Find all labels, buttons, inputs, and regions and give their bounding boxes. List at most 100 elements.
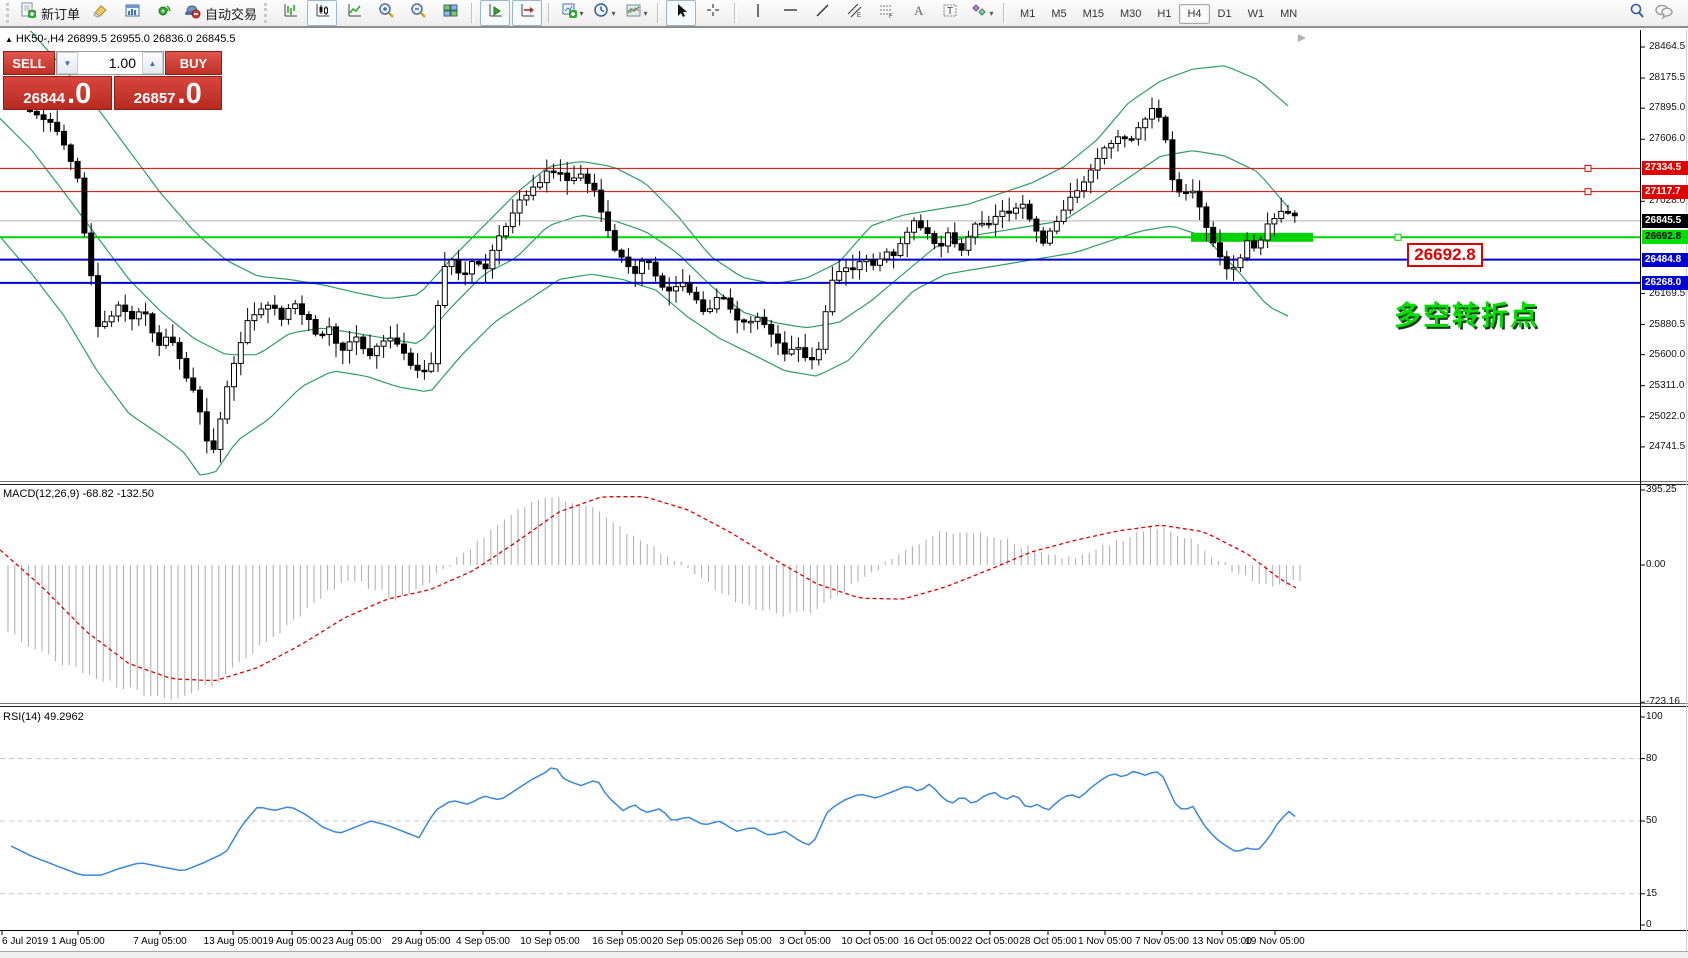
fibonacci-icon: F — [878, 2, 895, 24]
new-order-button[interactable]: 新订单 — [17, 0, 83, 26]
candle-body — [367, 348, 373, 357]
timeframe-button-M1[interactable]: M1 — [1020, 8, 1036, 20]
buy-price-display[interactable]: 26857 .0 — [113, 76, 222, 111]
time-axis-label: 1 Aug 05:00 — [51, 936, 105, 947]
new-chart-button[interactable]: ▾ — [557, 0, 587, 26]
candle-body — [231, 362, 237, 388]
candle-body — [523, 194, 530, 201]
zoom-out-button[interactable] — [403, 0, 433, 26]
candle-body — [931, 233, 938, 244]
cursor-tool-button[interactable] — [666, 0, 697, 26]
chart-window-button[interactable] — [117, 0, 147, 26]
timeframe-button-M15[interactable]: M15 — [1082, 8, 1104, 20]
candle-body — [489, 249, 496, 270]
macd-pane[interactable] — [0, 496, 1301, 700]
text-label-tool-button[interactable]: T — [935, 0, 965, 26]
crosshair-tool-button[interactable] — [698, 0, 728, 26]
candle-body — [469, 261, 475, 275]
community-chat-icon[interactable] — [1654, 2, 1674, 25]
search-icon[interactable] — [1628, 2, 1646, 25]
auto-trading-button[interactable]: 自动交易 — [181, 0, 260, 26]
trendline-icon — [814, 2, 831, 24]
candle-body — [741, 319, 747, 323]
equidistant-channel-tool-button[interactable]: E — [839, 0, 869, 26]
chart-shift-button[interactable] — [512, 0, 543, 26]
buy-button[interactable]: BUY — [165, 51, 222, 75]
candle-body — [1285, 210, 1291, 214]
candle-body — [101, 321, 108, 327]
support-level-price-label[interactable]: 26692.8 — [1407, 243, 1483, 267]
timeframe-button-MN[interactable]: MN — [1280, 8, 1298, 20]
candle-body — [686, 282, 693, 293]
candle-body — [1155, 108, 1162, 118]
timeframe-button-M30[interactable]: M30 — [1120, 8, 1142, 20]
candle-body — [1257, 239, 1264, 249]
rsi-tick-label: 100 — [1646, 711, 1663, 722]
bar-chart-mode-button[interactable] — [275, 0, 305, 26]
fibonacci-tool-button[interactable]: F — [871, 0, 901, 26]
candlestick-mode-button[interactable] — [307, 0, 338, 26]
time-axis-label: 1 Nov 05:00 — [1078, 936, 1132, 947]
tile-windows-button[interactable] — [435, 0, 465, 26]
line-handle[interactable] — [1584, 188, 1592, 196]
rsi-pane[interactable] — [0, 758, 1640, 895]
candle-body — [958, 243, 965, 251]
periods-button[interactable]: ▾ — [589, 0, 619, 26]
candle-body — [598, 189, 605, 213]
bottom-scroll-strip[interactable] — [0, 951, 1688, 958]
timeframe-button-H1[interactable]: H1 — [1157, 8, 1172, 20]
candle-body — [754, 316, 761, 322]
rsi-indicator-label: RSI(14) 49.2962 — [3, 711, 84, 723]
shapes-tool-button[interactable]: ▾ — [967, 0, 997, 26]
candle-body — [407, 352, 414, 366]
signal-sound-button[interactable] — [149, 0, 179, 26]
line-handle[interactable] — [1584, 164, 1592, 172]
candle-body — [537, 182, 543, 188]
candle-body — [1128, 138, 1135, 141]
volume-decrease-button[interactable]: ▼ — [57, 52, 78, 74]
candle-body — [1162, 116, 1169, 141]
candle-body — [428, 363, 435, 372]
timeframe-button-W1[interactable]: W1 — [1247, 8, 1265, 20]
candle-body — [285, 308, 292, 320]
price-line-label-26268.0: 26268.0 — [1642, 275, 1688, 290]
eraser-button[interactable] — [85, 0, 115, 26]
candle-body — [815, 348, 822, 361]
trendline-tool-button[interactable] — [807, 0, 837, 26]
timeframe-button-M5[interactable]: M5 — [1051, 8, 1067, 20]
candle-body — [666, 286, 673, 292]
svg-text:T: T — [947, 6, 953, 17]
candle-body — [217, 418, 224, 450]
auto-scroll-button[interactable] — [480, 0, 511, 26]
templates-button[interactable]: ▾ — [621, 0, 651, 26]
candle-body — [863, 259, 870, 263]
chart-canvas[interactable] — [0, 30, 1688, 958]
candle-body — [564, 172, 571, 181]
volume-value[interactable]: 1.00 — [108, 55, 136, 71]
zoom-in-button[interactable] — [371, 0, 401, 26]
auto-trading-icon — [184, 2, 201, 24]
sell-button[interactable]: SELL — [3, 51, 55, 75]
buy-price-frac: .0 — [177, 78, 202, 111]
chart-shift-marker-icon[interactable] — [1298, 34, 1306, 42]
time-axis-label: 16 Sep 05:00 — [592, 936, 652, 947]
timeframe-button-D1[interactable]: D1 — [1217, 8, 1232, 20]
timeframe-button-H4[interactable]: H4 — [1179, 4, 1210, 24]
volume-increase-button[interactable]: ▲ — [142, 52, 163, 74]
main-price-pane[interactable] — [0, 30, 1640, 476]
horizontal-line-tool-button[interactable] — [775, 0, 805, 26]
candle-body — [802, 347, 809, 359]
candle-body — [421, 369, 428, 373]
chart-shift-icon — [519, 2, 536, 24]
text-tool-button[interactable]: A — [903, 0, 933, 26]
vertical-line-tool-button[interactable] — [743, 0, 773, 26]
auto-trading-label: 自动交易 — [205, 6, 258, 22]
candle-body — [734, 308, 741, 321]
thick-level-segment[interactable] — [1191, 232, 1313, 242]
sell-price-display[interactable]: 26844 .0 — [3, 76, 112, 110]
line-chart-mode-button[interactable] — [339, 0, 369, 26]
candle-body — [659, 275, 666, 288]
candle-body — [897, 243, 904, 257]
candle-body — [747, 320, 754, 324]
line-handle[interactable] — [1394, 233, 1402, 241]
